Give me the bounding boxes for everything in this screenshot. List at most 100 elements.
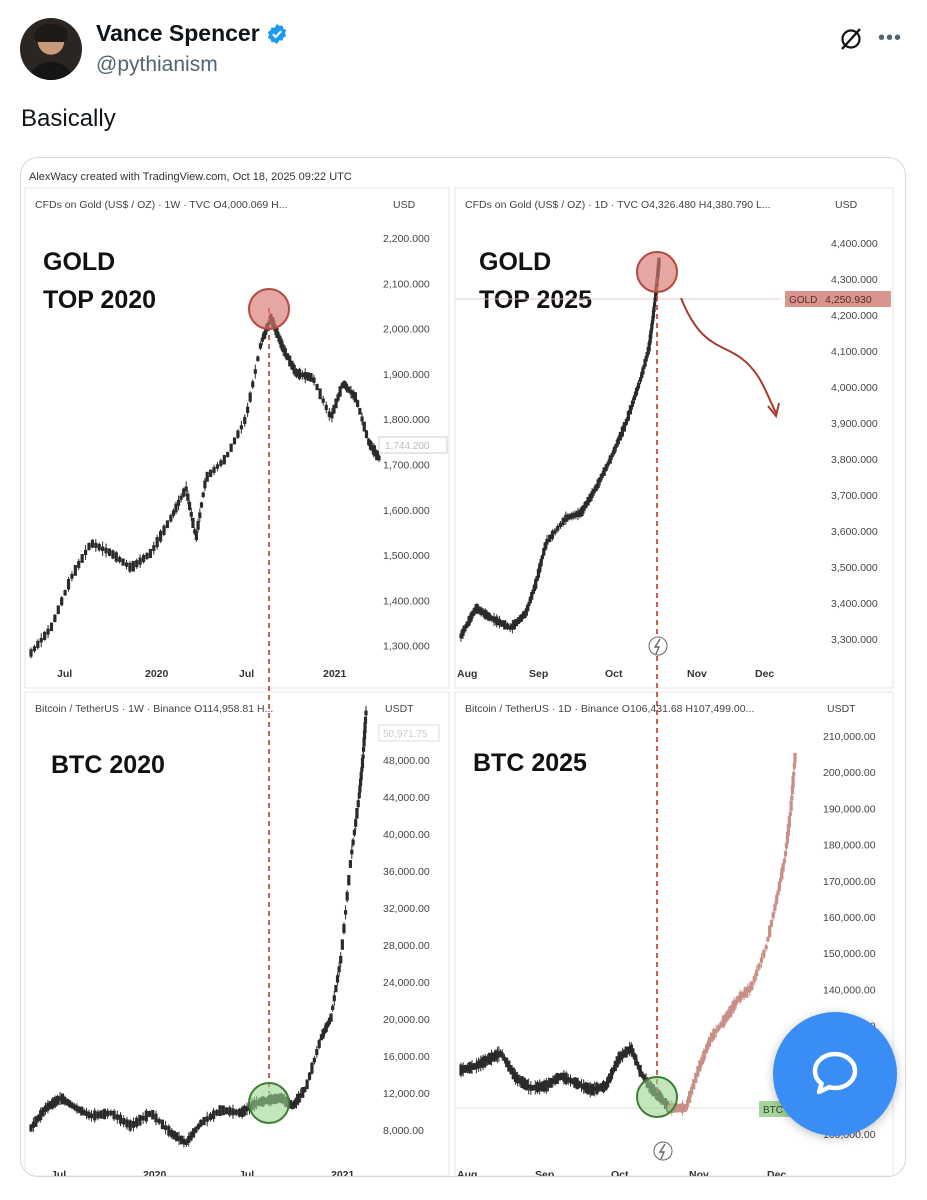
x-tick-label: Jul [57, 668, 72, 680]
candle-body [510, 623, 514, 630]
y-tick-label: 36,000.00 [383, 866, 430, 878]
candle-body [55, 1095, 60, 1105]
candle-body [360, 758, 365, 769]
candle-body [777, 881, 781, 892]
gold2025-price-tag [785, 291, 891, 307]
x-tick-label: Oct [605, 668, 623, 680]
candle-body [362, 730, 367, 740]
candle-body [340, 383, 344, 388]
candle-body [232, 437, 237, 445]
candle-body [239, 425, 243, 430]
candle-body [561, 518, 565, 526]
candle-body [590, 1083, 595, 1096]
grok-slash-icon[interactable] [838, 26, 864, 52]
candle-body [46, 628, 50, 635]
y-tick-label: 3,700.000 [831, 490, 878, 502]
candle-body [555, 1072, 559, 1085]
y-tick-label: 210,000.00 [823, 731, 876, 743]
candle-body [752, 976, 756, 983]
candle-body [112, 1110, 116, 1120]
candle-body [530, 591, 534, 600]
candle-body [354, 819, 358, 827]
avatar[interactable] [20, 18, 82, 80]
display-name[interactable]: Vance Spencer [96, 20, 260, 46]
candle-body [73, 565, 77, 576]
candle-body [598, 477, 602, 483]
event-marker-icon [648, 636, 668, 656]
candle-body [169, 515, 173, 522]
candle-body [160, 1119, 165, 1130]
candle-body [590, 491, 594, 498]
candle-body [138, 1114, 142, 1126]
candle-body [135, 560, 139, 568]
handle[interactable]: @pythianism [96, 53, 218, 76]
candle-body [634, 387, 639, 396]
candle-body [205, 1116, 209, 1122]
candle-body [240, 1107, 244, 1118]
candle-body [63, 1096, 67, 1105]
y-tick-label: 20,000.00 [383, 1014, 430, 1026]
candle-body [586, 1082, 590, 1095]
gold2020-title-line1: GOLD [43, 248, 115, 276]
tweet-media-image[interactable]: AlexWacy created with TradingView.com, O… [20, 157, 906, 1177]
candle-body [497, 618, 502, 626]
candle-body [792, 771, 796, 776]
candle-body [575, 1077, 579, 1090]
candle-body [520, 1076, 524, 1089]
candle-body [470, 1064, 474, 1070]
candle-body [600, 473, 604, 478]
candle-body [615, 1056, 619, 1068]
candle-body [785, 831, 790, 844]
candle-body [338, 386, 342, 397]
name-row: Vance Spencer [96, 20, 288, 47]
candle-body [212, 466, 216, 473]
candle-body [746, 988, 750, 993]
candle-body [77, 560, 81, 568]
y-tick-label: 150,000.00 [823, 948, 876, 960]
credit-text: AlexWacy created with TradingView.com, O… [29, 171, 352, 183]
candle-body [128, 1120, 132, 1131]
candle-body [574, 512, 578, 517]
y-tick-label: 3,400.000 [831, 598, 878, 610]
candle-body [373, 449, 378, 457]
candle-body [481, 610, 485, 616]
candle-body [362, 737, 366, 747]
candle-body [607, 1073, 612, 1084]
candle-body [131, 560, 135, 572]
candle-body [222, 454, 226, 465]
more-options-icon[interactable]: ••• [878, 27, 903, 49]
chat-fab-button[interactable] [773, 1012, 897, 1136]
candle-body [319, 1034, 324, 1041]
y-tick-label: 3,800.000 [831, 454, 878, 466]
candle-body [580, 506, 584, 516]
candle-body [343, 910, 348, 915]
candle-body [102, 1108, 107, 1120]
candle-body [360, 416, 364, 422]
y-tick-label: 4,200.000 [831, 310, 878, 322]
candle-body [527, 601, 531, 606]
candle-body [360, 767, 364, 772]
candle-body [115, 1114, 119, 1120]
y-tick-label: 1,900.000 [383, 369, 430, 381]
candle-body [505, 623, 510, 629]
candle-body [89, 1113, 94, 1119]
candle-body [350, 849, 354, 855]
btc2025-tag-label: BTC [763, 1105, 783, 1116]
candle-body [518, 615, 523, 622]
candle-body [792, 763, 796, 769]
candle-body [203, 480, 207, 489]
candle-body [738, 992, 742, 1002]
candle-body [345, 891, 349, 901]
candle-body [475, 603, 479, 614]
candle-body [184, 486, 188, 492]
candle-body [468, 1062, 472, 1074]
candle-body [151, 1109, 155, 1120]
candle-body [726, 1010, 730, 1020]
btc2025-title: BTC 2025 [473, 749, 587, 777]
candle-body [121, 558, 125, 566]
candle-body [638, 377, 643, 382]
candle-body [171, 510, 176, 516]
candle-body [226, 452, 230, 458]
candle-body [363, 716, 368, 724]
gold2020-price-box [378, 436, 448, 454]
